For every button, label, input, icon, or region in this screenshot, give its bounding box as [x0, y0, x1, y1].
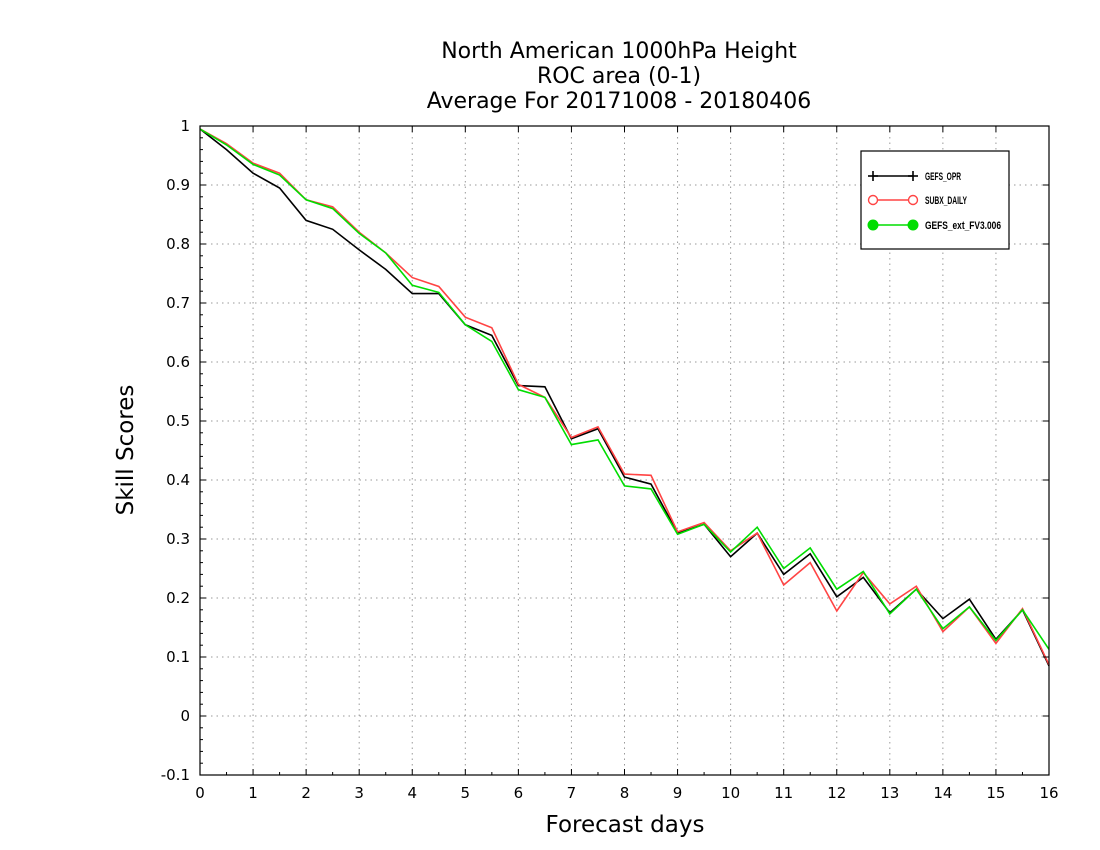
legend: GEFS_OPR SUBX_DAILY GEFS_ext_FV3.006	[860, 150, 1010, 250]
y-tick-label: 0.9	[166, 176, 190, 194]
y-tick-label: 0	[180, 707, 190, 725]
y-axis-label: Skill Scores	[113, 385, 139, 516]
chart-subtitle-2: Average For 20171008 - 20180406	[427, 89, 812, 114]
x-tick-label: 7	[567, 784, 577, 802]
y-tick-label: 0.8	[166, 235, 190, 253]
x-tick-label: 10	[721, 784, 740, 802]
y-tick-label: 0.4	[166, 471, 190, 489]
legend-label: GEFS_ext_FV3.006	[925, 220, 1001, 232]
x-tick-label: 4	[407, 784, 417, 802]
y-axis-ticks: -0.1 0 0.1 0.2 0.3 0.4 0.5 0.6 0.7 0.8 0.9 1	[161, 117, 1049, 784]
x-tick-label: 0	[195, 784, 205, 802]
legend-marker-circle	[907, 194, 919, 206]
y-tick-label: 0.6	[166, 353, 190, 371]
legend-marker-dot	[907, 219, 919, 231]
x-tick-label: 1	[248, 784, 258, 802]
x-tick-label: 5	[461, 784, 471, 802]
x-tick-label: 6	[514, 784, 524, 802]
chart-title: North American 1000hPa Height	[441, 39, 797, 64]
y-tick-label: 0.2	[166, 589, 190, 607]
series-lines	[199, 128, 1050, 667]
x-tick-label: 3	[354, 784, 364, 802]
y-tick-label: 0.3	[166, 530, 190, 548]
legend-marker-dot	[867, 219, 879, 231]
x-tick-label: 15	[986, 784, 1005, 802]
x-axis-label: Forecast days	[546, 812, 705, 838]
y-tick-label: 0.1	[166, 648, 190, 666]
chart-subtitle-1: ROC area (0-1)	[537, 64, 701, 89]
x-tick-label: 11	[774, 784, 793, 802]
x-tick-label: 9	[673, 784, 683, 802]
series-line-2	[199, 128, 1050, 666]
x-tick-label: 14	[933, 784, 952, 802]
grid	[200, 126, 1049, 775]
y-tick-label: 1	[180, 117, 190, 135]
x-tick-label: 2	[301, 784, 311, 802]
y-tick-label: 0.5	[166, 412, 190, 430]
x-tick-label: 12	[827, 784, 846, 802]
legend-label: GEFS_OPR	[925, 171, 961, 183]
x-tick-label: 8	[620, 784, 630, 802]
legend-marker-circle	[867, 194, 879, 206]
legend-entry-1: GEFS_OPR	[868, 171, 961, 183]
y-tick-label: 0.7	[166, 294, 190, 312]
y-tick-label: -0.1	[161, 766, 190, 784]
series-line-3	[199, 128, 1050, 650]
legend-label: SUBX_DAILY	[925, 195, 967, 207]
x-axis-ticks: 0 1 2 3 4 5 6 7 8 9 10 11 12 13 14 15 16	[195, 126, 1059, 802]
legend-entry-3: GEFS_ext_FV3.006	[867, 219, 1001, 232]
x-tick-label: 16	[1039, 784, 1058, 802]
legend-entry-2: SUBX_DAILY	[867, 194, 967, 207]
x-tick-label: 13	[880, 784, 899, 802]
